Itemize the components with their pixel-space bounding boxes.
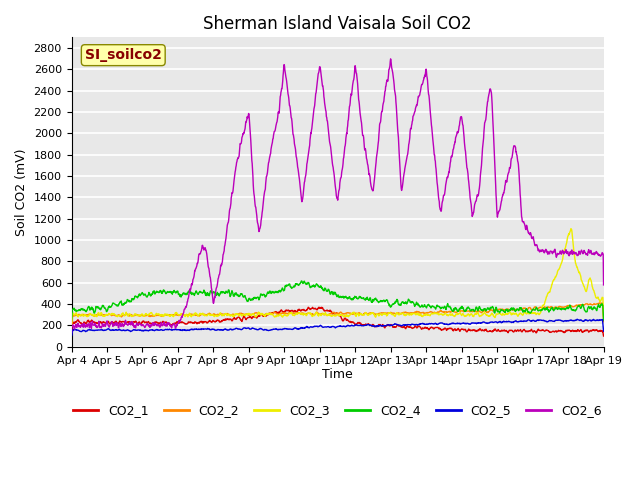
Title: Sherman Island Vaisala Soil CO2: Sherman Island Vaisala Soil CO2 [204,15,472,33]
Legend: CO2_1, CO2_2, CO2_3, CO2_4, CO2_5, CO2_6: CO2_1, CO2_2, CO2_3, CO2_4, CO2_5, CO2_6 [68,399,607,422]
Text: SI_soilco2: SI_soilco2 [85,48,162,62]
Y-axis label: Soil CO2 (mV): Soil CO2 (mV) [15,148,28,236]
X-axis label: Time: Time [322,368,353,381]
